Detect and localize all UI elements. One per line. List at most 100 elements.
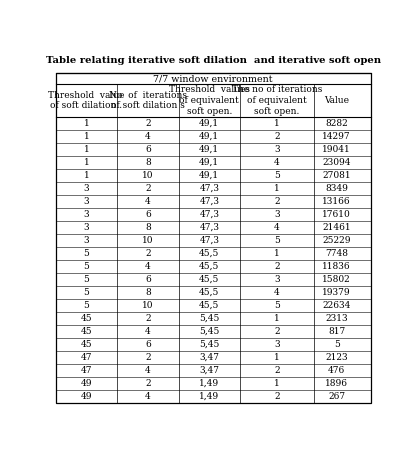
Text: 1,49: 1,49 <box>199 379 219 388</box>
Text: 47,3: 47,3 <box>199 196 219 206</box>
Text: 4: 4 <box>145 392 151 401</box>
Text: 4: 4 <box>145 366 151 375</box>
Text: 47,3: 47,3 <box>199 210 219 219</box>
Text: 8282: 8282 <box>325 119 348 128</box>
Text: 49: 49 <box>81 379 92 388</box>
Text: 45,5: 45,5 <box>199 249 220 258</box>
Text: 3: 3 <box>84 184 89 193</box>
Text: 817: 817 <box>328 327 345 336</box>
Text: 4: 4 <box>145 327 151 336</box>
Text: 1: 1 <box>274 119 280 128</box>
Text: 2: 2 <box>145 249 151 258</box>
Text: 4: 4 <box>274 223 280 232</box>
Text: 6: 6 <box>145 275 151 284</box>
Text: 3: 3 <box>84 236 89 245</box>
Text: 1: 1 <box>84 158 89 167</box>
Text: 1: 1 <box>274 314 280 323</box>
Text: 1,49: 1,49 <box>199 392 219 401</box>
Text: 2: 2 <box>145 119 151 128</box>
Text: 267: 267 <box>328 392 345 401</box>
Text: 19379: 19379 <box>322 288 351 297</box>
Text: 2: 2 <box>274 262 280 271</box>
Text: 4: 4 <box>274 288 280 297</box>
Text: 3: 3 <box>84 223 89 232</box>
Text: 8349: 8349 <box>325 184 348 193</box>
Text: 10: 10 <box>142 236 154 245</box>
Text: 47,3: 47,3 <box>199 223 219 232</box>
Text: 2123: 2123 <box>325 353 348 362</box>
Text: 1: 1 <box>84 119 89 128</box>
Text: 22634: 22634 <box>322 301 351 310</box>
Text: 4: 4 <box>274 158 280 167</box>
Text: 45,5: 45,5 <box>199 275 220 284</box>
Text: 6: 6 <box>145 340 151 349</box>
Text: 2: 2 <box>274 392 280 401</box>
Text: 3: 3 <box>274 210 280 219</box>
Text: 47,3: 47,3 <box>199 236 219 245</box>
Text: 2313: 2313 <box>325 314 348 323</box>
Text: 5,45: 5,45 <box>199 340 220 349</box>
Text: 10: 10 <box>142 171 154 180</box>
Text: 6: 6 <box>145 210 151 219</box>
Text: 49,1: 49,1 <box>199 145 219 153</box>
Text: 4: 4 <box>145 196 151 206</box>
Text: Threshold  value
of soft dilation .: Threshold value of soft dilation . <box>48 91 125 110</box>
Text: 5,45: 5,45 <box>199 327 220 336</box>
Text: 3: 3 <box>274 275 280 284</box>
Text: 17610: 17610 <box>322 210 351 219</box>
Text: 10: 10 <box>142 301 154 310</box>
Text: 8: 8 <box>145 158 151 167</box>
Text: 45: 45 <box>81 340 92 349</box>
Text: 1: 1 <box>274 184 280 193</box>
Text: 476: 476 <box>328 366 345 375</box>
Text: 3,47: 3,47 <box>199 366 219 375</box>
Text: 2: 2 <box>274 366 280 375</box>
Text: 45,5: 45,5 <box>199 301 220 310</box>
Text: 2: 2 <box>274 327 280 336</box>
Text: 5: 5 <box>274 171 280 180</box>
Text: 2: 2 <box>274 131 280 141</box>
Text: 5,45: 5,45 <box>199 314 220 323</box>
Text: 5: 5 <box>84 301 89 310</box>
Text: 3: 3 <box>274 145 280 153</box>
Text: 7748: 7748 <box>325 249 348 258</box>
Text: 2: 2 <box>145 184 151 193</box>
Text: 21461: 21461 <box>322 223 351 232</box>
Text: Threshold  values
of equivalent
soft open.: Threshold values of equivalent soft open… <box>169 85 250 115</box>
Text: 5: 5 <box>84 249 89 258</box>
Text: 3: 3 <box>84 196 89 206</box>
Text: 8: 8 <box>145 288 151 297</box>
Text: Value: Value <box>324 96 349 105</box>
Text: 25229: 25229 <box>322 236 351 245</box>
Text: 8: 8 <box>145 223 151 232</box>
Text: 19041: 19041 <box>322 145 351 153</box>
Text: 1: 1 <box>274 249 280 258</box>
Text: 45: 45 <box>81 314 92 323</box>
Text: 23094: 23094 <box>322 158 351 167</box>
Text: 1: 1 <box>274 353 280 362</box>
Text: 49,1: 49,1 <box>199 119 219 128</box>
Text: 7/7 window environment: 7/7 window environment <box>154 74 273 83</box>
Text: 1896: 1896 <box>325 379 348 388</box>
Text: 2: 2 <box>145 314 151 323</box>
Text: 5: 5 <box>84 275 89 284</box>
Text: 45,5: 45,5 <box>199 262 220 271</box>
Text: 2: 2 <box>145 379 151 388</box>
Text: The no of iterations
of equivalent
soft open.: The no of iterations of equivalent soft … <box>232 85 322 115</box>
Text: 49: 49 <box>81 392 92 401</box>
Text: 49,1: 49,1 <box>199 158 219 167</box>
Text: 6: 6 <box>145 145 151 153</box>
Text: 27081: 27081 <box>322 171 351 180</box>
Text: 13166: 13166 <box>322 196 351 206</box>
Text: 45: 45 <box>81 327 92 336</box>
Text: 1: 1 <box>84 131 89 141</box>
Text: 2: 2 <box>145 353 151 362</box>
Text: 49,1: 49,1 <box>199 171 219 180</box>
Text: 45,5: 45,5 <box>199 288 220 297</box>
Text: Table relating iterative soft dilation  and iterative soft open: Table relating iterative soft dilation a… <box>46 56 381 65</box>
Text: 15802: 15802 <box>322 275 351 284</box>
Text: 5: 5 <box>334 340 339 349</box>
Text: 3: 3 <box>84 210 89 219</box>
Text: No  of  iterations
of soft dilation s: No of iterations of soft dilation s <box>109 91 187 110</box>
Text: 47: 47 <box>81 366 92 375</box>
